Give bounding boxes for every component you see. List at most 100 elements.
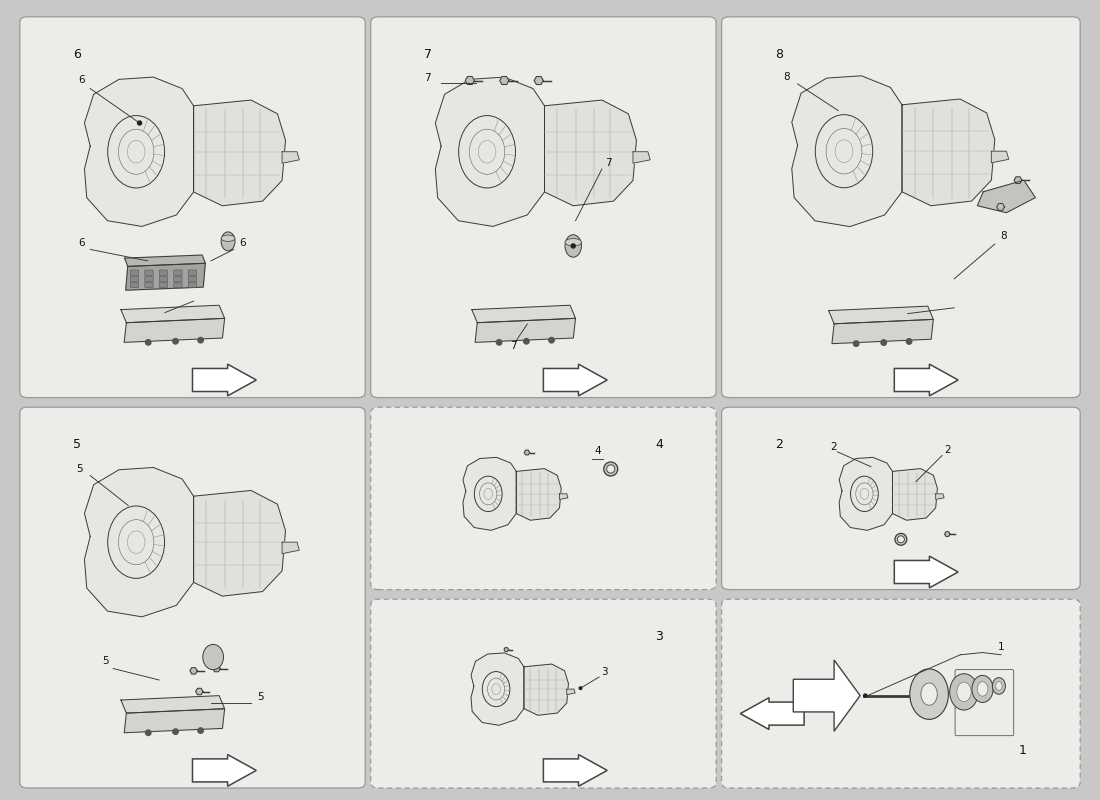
FancyBboxPatch shape xyxy=(145,282,153,288)
Ellipse shape xyxy=(565,238,582,246)
FancyBboxPatch shape xyxy=(371,17,716,398)
Polygon shape xyxy=(465,77,474,85)
Text: 6: 6 xyxy=(79,75,86,85)
Text: 7: 7 xyxy=(510,342,517,351)
Text: 5: 5 xyxy=(73,438,81,451)
Circle shape xyxy=(138,121,142,125)
FancyBboxPatch shape xyxy=(20,407,365,788)
Polygon shape xyxy=(85,77,194,226)
Polygon shape xyxy=(436,77,544,226)
Circle shape xyxy=(198,728,204,734)
Text: 2: 2 xyxy=(944,446,950,455)
Polygon shape xyxy=(1014,177,1022,183)
Circle shape xyxy=(549,338,554,343)
Polygon shape xyxy=(902,99,994,206)
Text: 2: 2 xyxy=(829,442,836,451)
FancyBboxPatch shape xyxy=(130,270,139,275)
FancyBboxPatch shape xyxy=(174,270,183,275)
Ellipse shape xyxy=(606,465,615,473)
Polygon shape xyxy=(560,494,568,499)
Ellipse shape xyxy=(921,683,937,706)
Polygon shape xyxy=(471,653,524,726)
Ellipse shape xyxy=(910,669,948,719)
Polygon shape xyxy=(125,263,206,290)
Polygon shape xyxy=(121,306,224,322)
Polygon shape xyxy=(793,660,860,731)
FancyBboxPatch shape xyxy=(188,270,197,275)
Polygon shape xyxy=(196,688,204,694)
Circle shape xyxy=(524,338,529,344)
Circle shape xyxy=(173,729,178,734)
FancyBboxPatch shape xyxy=(130,276,139,282)
Polygon shape xyxy=(892,469,937,520)
Ellipse shape xyxy=(898,536,904,543)
FancyBboxPatch shape xyxy=(722,17,1080,398)
Text: 6: 6 xyxy=(240,238,246,248)
Circle shape xyxy=(854,341,859,346)
Polygon shape xyxy=(282,542,299,554)
Polygon shape xyxy=(945,532,950,537)
FancyBboxPatch shape xyxy=(188,282,197,288)
Polygon shape xyxy=(991,151,1009,162)
FancyBboxPatch shape xyxy=(722,599,1080,788)
Polygon shape xyxy=(85,467,194,617)
Circle shape xyxy=(571,244,575,248)
Polygon shape xyxy=(792,76,902,226)
Polygon shape xyxy=(978,180,1035,213)
Circle shape xyxy=(173,338,178,344)
Polygon shape xyxy=(894,364,958,396)
Text: 4: 4 xyxy=(594,446,601,456)
Text: 7: 7 xyxy=(424,47,432,61)
Ellipse shape xyxy=(895,534,906,546)
Text: 5: 5 xyxy=(256,691,263,702)
FancyBboxPatch shape xyxy=(160,276,167,282)
Text: 8: 8 xyxy=(774,47,783,61)
Polygon shape xyxy=(832,319,933,344)
Ellipse shape xyxy=(221,232,235,251)
Polygon shape xyxy=(566,689,575,694)
Circle shape xyxy=(198,338,204,343)
Polygon shape xyxy=(516,469,561,520)
Polygon shape xyxy=(472,306,575,322)
Ellipse shape xyxy=(972,675,993,702)
Polygon shape xyxy=(997,203,1004,210)
FancyBboxPatch shape xyxy=(20,17,365,398)
Polygon shape xyxy=(525,450,529,455)
Polygon shape xyxy=(194,100,286,206)
Circle shape xyxy=(580,687,582,690)
FancyBboxPatch shape xyxy=(371,407,716,590)
Circle shape xyxy=(145,730,151,735)
Polygon shape xyxy=(192,364,256,396)
FancyBboxPatch shape xyxy=(188,276,197,282)
FancyBboxPatch shape xyxy=(130,282,139,288)
Ellipse shape xyxy=(996,682,1002,690)
Polygon shape xyxy=(213,666,220,672)
Polygon shape xyxy=(475,318,575,342)
Polygon shape xyxy=(544,100,637,206)
Text: 8: 8 xyxy=(1001,231,1008,242)
Text: 5: 5 xyxy=(101,656,108,666)
Polygon shape xyxy=(828,306,933,324)
Text: 4: 4 xyxy=(654,438,663,451)
Polygon shape xyxy=(894,556,958,588)
Polygon shape xyxy=(535,77,543,85)
Circle shape xyxy=(881,340,887,346)
Circle shape xyxy=(906,338,912,344)
Ellipse shape xyxy=(992,678,1005,694)
Circle shape xyxy=(145,340,151,345)
Text: 8: 8 xyxy=(783,73,790,82)
Text: 6: 6 xyxy=(79,238,86,248)
Text: 6: 6 xyxy=(73,47,81,61)
Polygon shape xyxy=(543,754,607,786)
Polygon shape xyxy=(121,696,224,713)
FancyBboxPatch shape xyxy=(145,276,153,282)
Ellipse shape xyxy=(202,645,223,670)
FancyBboxPatch shape xyxy=(160,282,167,288)
Polygon shape xyxy=(124,709,224,733)
Polygon shape xyxy=(282,152,299,163)
Polygon shape xyxy=(499,77,509,85)
Polygon shape xyxy=(192,754,256,786)
Polygon shape xyxy=(463,458,516,530)
Ellipse shape xyxy=(949,674,978,710)
Polygon shape xyxy=(190,668,197,674)
